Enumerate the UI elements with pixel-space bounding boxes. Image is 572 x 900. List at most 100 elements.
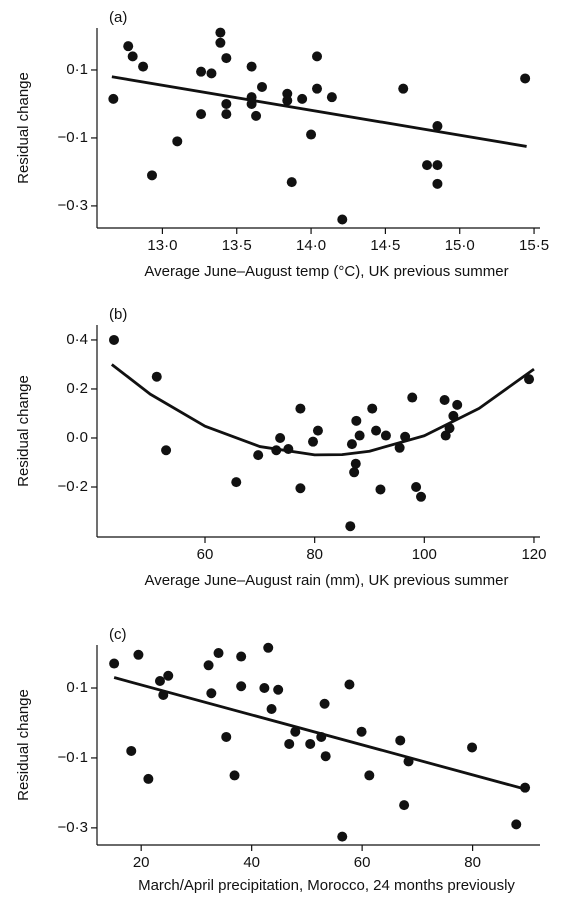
y-tick-label: 0·0: [66, 429, 88, 446]
point: [356, 726, 367, 737]
point: [126, 745, 137, 756]
point: [221, 53, 232, 64]
fit-line: [111, 75, 527, 148]
point: [354, 430, 365, 441]
point: [161, 445, 172, 456]
panel-label: (c): [109, 626, 127, 643]
point: [312, 51, 323, 62]
point: [196, 66, 207, 77]
point: [422, 160, 433, 171]
point: [206, 688, 217, 699]
point: [236, 651, 247, 662]
x-tick-label: 60: [197, 546, 214, 563]
x-tick-label: 14·5: [370, 237, 400, 254]
point: [467, 742, 478, 753]
point: [432, 178, 443, 189]
x-tick-label: 15·0: [445, 237, 475, 254]
y-axis-label: Residual change: [15, 375, 32, 487]
point: [266, 703, 277, 714]
point: [305, 738, 316, 749]
x-tick-label: 100: [412, 546, 437, 563]
point: [275, 432, 286, 443]
point: [221, 109, 232, 120]
point: [395, 735, 406, 746]
point: [351, 415, 362, 426]
y-tick-label: −0·3: [58, 819, 88, 836]
point: [251, 110, 262, 121]
point: [399, 800, 410, 811]
point: [215, 37, 226, 48]
point: [345, 521, 356, 532]
y-tick-label: 0·2: [66, 380, 88, 397]
point: [147, 170, 158, 181]
y-axis-label: Residual change: [15, 689, 32, 801]
y-axis-label: Residual change: [15, 72, 32, 184]
point: [394, 442, 405, 453]
point: [439, 394, 450, 405]
y-tick-label: 0·1: [66, 61, 88, 78]
x-tick-label: 80: [464, 854, 481, 871]
x-tick-label: 120: [521, 546, 546, 563]
point: [127, 51, 138, 62]
x-tick-label: 20: [133, 854, 150, 871]
x-tick-label: 15·5: [519, 237, 549, 254]
point: [203, 660, 214, 671]
point: [350, 458, 361, 469]
point: [259, 683, 270, 694]
point: [257, 81, 268, 92]
y-tick-label: −0·2: [58, 478, 88, 495]
point: [520, 73, 531, 84]
panel-label: (a): [109, 9, 127, 26]
point: [295, 483, 306, 494]
point: [320, 751, 331, 762]
point: [108, 93, 119, 104]
point: [308, 436, 319, 447]
point: [432, 121, 443, 132]
x-axis-label: March/April precipitation, Morocco, 24 m…: [138, 877, 515, 894]
point: [221, 731, 232, 742]
point: [398, 83, 409, 94]
point: [284, 738, 295, 749]
point: [440, 430, 451, 441]
point: [312, 425, 323, 436]
x-tick-label: 13·0: [147, 237, 177, 254]
x-tick-label: 60: [354, 854, 371, 871]
point: [407, 392, 418, 403]
point: [221, 98, 232, 109]
point: [290, 726, 301, 737]
point: [375, 484, 386, 495]
point: [109, 658, 120, 669]
point: [263, 642, 274, 653]
point: [312, 83, 323, 94]
point: [297, 93, 308, 104]
point: [411, 482, 422, 493]
y-tick-label: −0·3: [58, 197, 88, 214]
point: [306, 129, 317, 140]
point: [371, 425, 382, 436]
point: [326, 92, 337, 103]
point: [511, 819, 522, 830]
x-tick-label: 13·5: [222, 237, 252, 254]
point: [123, 41, 134, 52]
x-axis-label: Average June–August rain (mm), UK previo…: [144, 572, 508, 589]
point: [344, 679, 355, 690]
point: [282, 95, 293, 106]
y-tick-label: 0·1: [66, 679, 88, 696]
x-tick-label: 80: [306, 546, 323, 563]
point: [229, 770, 240, 781]
point: [236, 681, 247, 692]
point: [349, 467, 360, 478]
point: [138, 61, 149, 72]
y-tick-label: 0·4: [66, 331, 88, 348]
point: [253, 450, 264, 461]
point: [380, 430, 391, 441]
point: [319, 698, 330, 709]
point: [163, 670, 174, 681]
y-tick-label: −0·1: [58, 749, 88, 766]
point: [367, 403, 378, 414]
fit-line: [110, 363, 535, 457]
point: [337, 831, 348, 842]
point: [172, 136, 183, 147]
x-axis-label: Average June–August temp (°C), UK previo…: [144, 263, 508, 280]
